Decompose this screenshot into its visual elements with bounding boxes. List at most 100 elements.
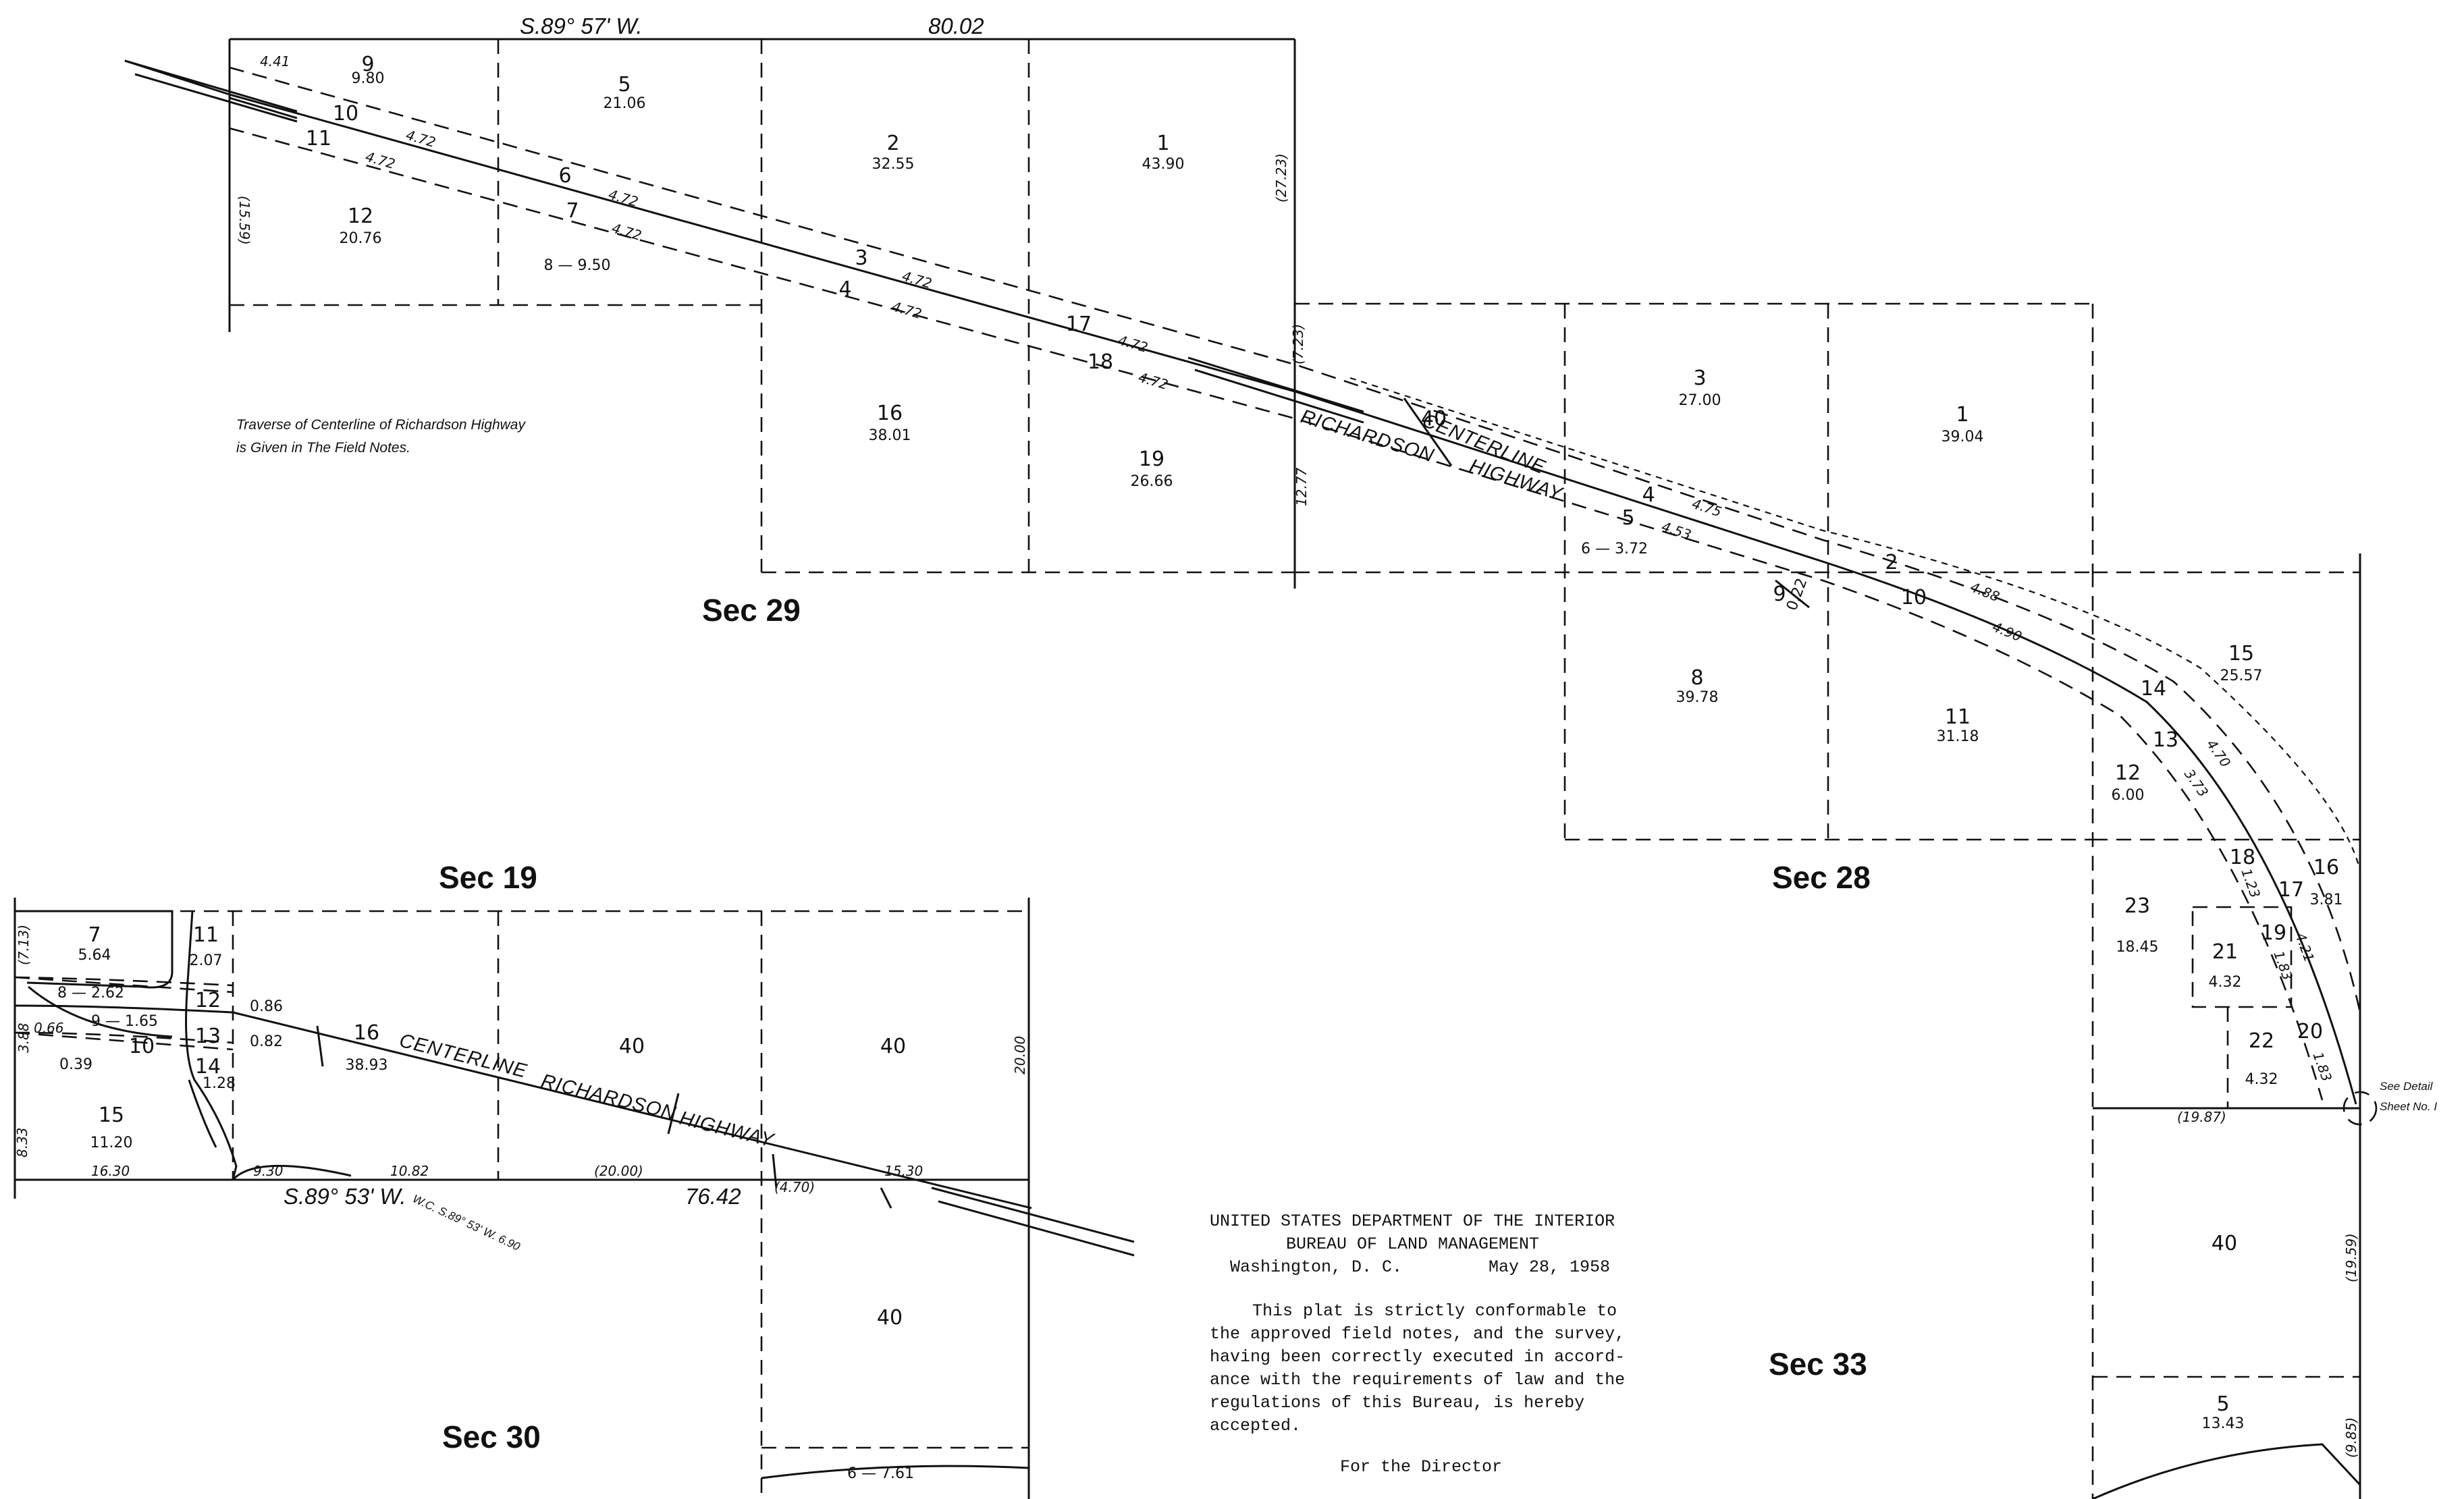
lot-label: 13 (2153, 728, 2178, 752)
lot-label: 9 (361, 53, 374, 76)
distance-label: 4.75 (1690, 495, 1723, 520)
lot-label: 6 (558, 164, 571, 188)
lot-label: 18 (1088, 350, 1113, 374)
cert-date: May 28, 1958 (1489, 1257, 1610, 1277)
cert-city: Washington, D. C. (1230, 1257, 1402, 1277)
lot-label: 40 (880, 1035, 906, 1058)
lot-label: 17 (2278, 878, 2304, 902)
edge-label: 12.77 (1293, 467, 1310, 506)
sec33-lot-labels: 40 5 13.43 (19.59) (9.85) (2202, 1232, 2359, 1458)
approval-certificate: UNITED STATES DEPARTMENT OF THE INTERIOR… (1210, 1211, 1625, 1477)
edge-label: 20.00 (1012, 1036, 1028, 1074)
distance-label: 4.41 (260, 53, 290, 70)
lot-label: 12 (195, 989, 221, 1012)
highway-centerline (14, 59, 2378, 1257)
edge-label: 15.30 (884, 1163, 923, 1179)
cert-body-3: having been correctly executed in accord… (1210, 1347, 1625, 1367)
lot-label: 7 (566, 199, 579, 223)
lot-area: 31.18 (1937, 728, 1979, 745)
lot-label: 12 (2115, 761, 2141, 785)
section-33-grid (2092, 1375, 2361, 1499)
lot-area: 3.81 (2310, 892, 2343, 908)
lot-label: 16 (2313, 856, 2339, 879)
cert-body-6: accepted. (1210, 1416, 1301, 1436)
lot-label: 4 (1642, 483, 1655, 507)
distance-label: 0.66 (34, 1020, 64, 1036)
distance-label: 4.70 (2203, 736, 2234, 770)
edge-label: 10.82 (390, 1163, 429, 1179)
lot-label: 7 (88, 923, 101, 947)
highway-label-richardson-bottom: RICHARDSON (539, 1070, 678, 1125)
lot-label: 11 (1945, 705, 1971, 729)
cert-body-5: regulations of this Bureau, is hereby (1210, 1393, 1584, 1413)
lot-area: 9.80 (352, 70, 385, 87)
distance-label: 4.72 (607, 186, 640, 210)
lot-area: 5.64 (78, 947, 111, 964)
lot-label: 9 (1773, 582, 1786, 606)
lot-label: 10 (129, 1035, 155, 1058)
lot-area: 25.57 (2220, 667, 2263, 684)
lot-area: 11.20 (90, 1135, 133, 1151)
traverse-note-2: is Given in The Field Notes. (236, 440, 410, 456)
cert-body-4: ance with the requirements of law and th… (1210, 1370, 1625, 1390)
lot-label: 22 (2249, 1029, 2274, 1053)
cert-department: UNITED STATES DEPARTMENT OF THE INTERIOR (1210, 1211, 1615, 1231)
lot-area: 6.00 (2112, 787, 2145, 804)
highway-label-centerline-bottom: CENTERLINE (397, 1030, 529, 1083)
distance-label: (19.87) (2177, 1109, 2226, 1125)
distance-label: 1.83 (2309, 1050, 2335, 1084)
lot-label: 20 (2297, 1020, 2323, 1043)
cert-signature: For the Director (1340, 1457, 1502, 1477)
sec-19-label: Sec 19 (439, 860, 537, 895)
lot-area: 13.43 (2202, 1415, 2245, 1432)
lot-label: 15 (99, 1103, 124, 1127)
lot-label: 10 (1901, 586, 1927, 609)
lot-area: 4.32 (2245, 1071, 2278, 1088)
section-29-grid (228, 38, 1296, 589)
lot-label: 8 — 2.62 (57, 985, 124, 1002)
lot-area: 38.01 (869, 427, 911, 444)
lot-label: 14 (2141, 677, 2166, 701)
lot-label: 5 (618, 73, 631, 97)
lot-label: 3 (1693, 366, 1706, 390)
section-30-grid (14, 898, 1030, 1499)
lot-area: 27.00 (1679, 392, 1721, 409)
cert-body-2: the approved field notes, and the survey… (1210, 1324, 1625, 1344)
distance-label: 4.53 (1659, 518, 1693, 543)
sec30-lot-labels: 7 5.64 11 2.07 15 11.20 16 38.93 40 40 4… (14, 923, 1028, 1482)
lot-area: 32.55 (872, 156, 915, 173)
lot-8-label: 8 — 9.50 (544, 257, 611, 274)
distance-label: 4.72 (890, 298, 923, 322)
lot-area: 38.93 (346, 1057, 388, 1074)
lot-label: 3 (855, 246, 867, 270)
lot-label: 5 (1622, 506, 1634, 530)
distance-label: 0.22 (1784, 576, 1811, 613)
lot-label: 2 (886, 132, 899, 155)
lot-label: 40 (619, 1035, 645, 1058)
distance-label: 4.72 (1137, 369, 1170, 393)
lot-area: 4.32 (2209, 974, 2242, 991)
lot-label: 40 (2212, 1232, 2237, 1255)
lot-label: 15 (2228, 642, 2254, 665)
top-distance: 80.02 (928, 13, 984, 38)
lot-area: 20.76 (340, 230, 382, 247)
top-bearing: S.89° 57' W. (520, 13, 643, 38)
see-detail-2: Sheet No. I (2380, 1100, 2437, 1113)
lot-label: 23 (2124, 894, 2150, 918)
distance-label: 4.72 (901, 268, 934, 292)
lot-label: 8 (1690, 666, 1703, 690)
distance-label: 0.82 (250, 1033, 283, 1050)
sec-33-label: Sec 33 (1769, 1346, 1867, 1382)
lot-label: 18 (2230, 846, 2255, 869)
distance-label: 0.39 (59, 1056, 92, 1073)
lot-label: 16 (877, 402, 903, 425)
bottom-distance: 76.42 (685, 1184, 741, 1209)
lot-label: 5 (2216, 1392, 2229, 1416)
lot-label: 4 (838, 277, 851, 301)
lot-area: 39.78 (1676, 689, 1719, 706)
lot-label: 19 (2261, 921, 2286, 945)
edge-label: (15.59) (236, 196, 252, 245)
see-detail-1: See Detail (2380, 1080, 2434, 1093)
section-28-grid (1295, 302, 2361, 1499)
distance-label: 0.86 (250, 998, 283, 1015)
